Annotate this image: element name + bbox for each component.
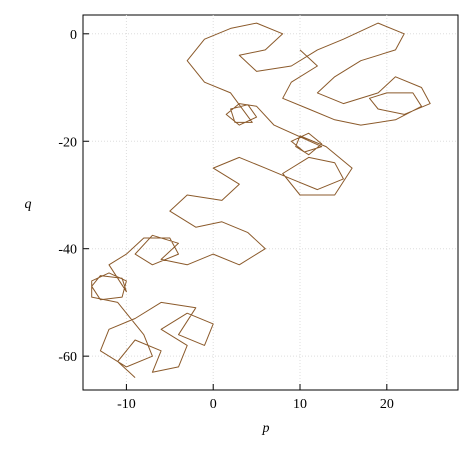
trajectory [91, 22, 431, 378]
y-tick-label: -60 [58, 350, 77, 365]
y-tick-label: -20 [58, 135, 77, 150]
y-tick-label: -40 [58, 243, 77, 258]
x-tick-label: 0 [210, 397, 217, 412]
x-tick-label: 10 [293, 397, 307, 412]
y-tick-label: 0 [70, 28, 77, 43]
x-tick-label: 20 [380, 397, 394, 412]
plot-frame [82, 14, 459, 391]
x-axis-label: p [262, 421, 270, 436]
y-axis-label: q [25, 197, 32, 212]
x-tick-label: -10 [117, 397, 136, 412]
